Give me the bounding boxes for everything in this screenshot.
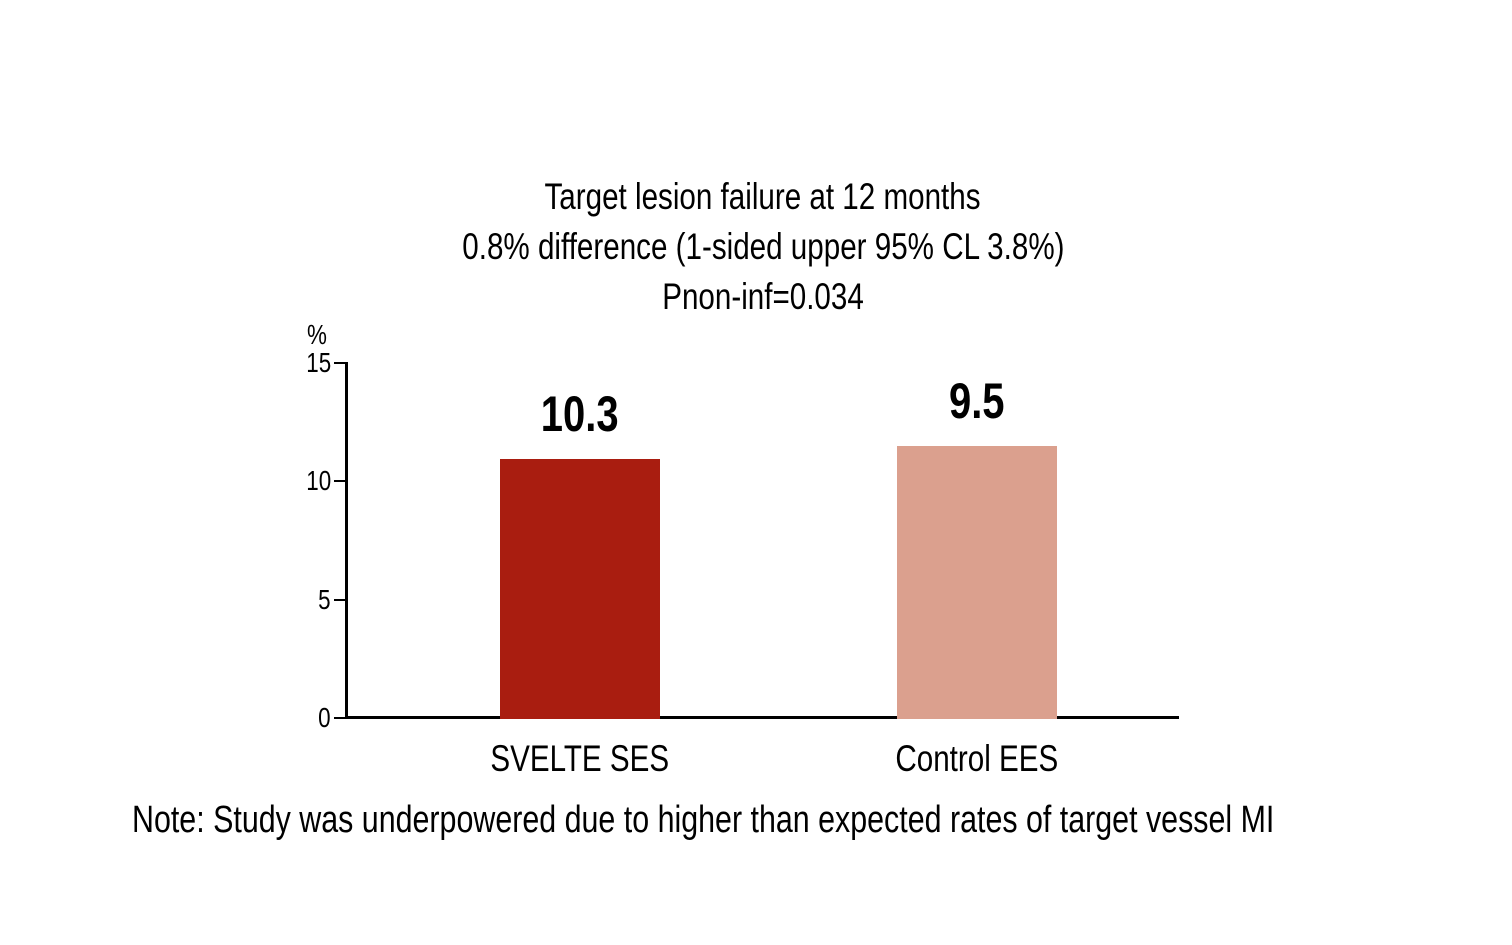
- y-tick-mark-0: [334, 717, 348, 719]
- chart-title-line-3: Pnon-inf=0.034: [348, 272, 1178, 322]
- y-tick-label-text-5: 5: [318, 583, 331, 615]
- bar-svelte-ses: [500, 458, 660, 719]
- x-category-label-svelte-ses: SVELTE SES: [430, 738, 730, 780]
- chart-title-line-2-text: 0.8% difference (1-sided upper 95% CL 3.…: [461, 226, 1065, 267]
- y-tick-label-10: 10: [271, 465, 331, 497]
- x-category-text-control-ees: Control EES: [895, 738, 1059, 779]
- y-tick-label-text-15: 15: [306, 347, 331, 378]
- chart-title-line-1: Target lesion failure at 12 months: [348, 172, 1178, 222]
- x-axis-line: [345, 716, 1179, 719]
- chart-title-line-2: 0.8% difference (1-sided upper 95% CL 3.…: [348, 222, 1178, 272]
- y-tick-label-text-0: 0: [318, 702, 331, 733]
- chart-title-line-1-text: Target lesion failure at 12 months: [544, 176, 982, 217]
- footnote-text: Note: Study was underpowered due to high…: [132, 799, 1275, 841]
- bar-control-ees: [897, 445, 1057, 719]
- y-tick-mark-10: [334, 480, 348, 483]
- y-tick-label-5: 5: [271, 584, 331, 616]
- x-category-text-svelte-ses: SVELTE SES: [490, 738, 670, 779]
- bar-value-text-svelte-ses: 10.3: [541, 385, 619, 442]
- y-tick-label-text-10: 10: [306, 465, 331, 497]
- y-tick-label-0: 0: [271, 702, 331, 734]
- y-axis-unit-label: %: [267, 320, 327, 350]
- y-tick-mark-15: [334, 362, 348, 364]
- y-tick-label-15: 15: [271, 347, 331, 379]
- bar-value-text-control-ees: 9.5: [949, 372, 1005, 429]
- footnote: Note: Study was underpowered due to high…: [132, 798, 1512, 842]
- chart-title-line-3-text: Pnon-inf=0.034: [662, 276, 864, 317]
- chart-title: Target lesion failure at 12 months 0.8% …: [348, 172, 1178, 322]
- y-axis-unit-text: %: [307, 319, 327, 350]
- y-axis-line: [345, 363, 348, 719]
- x-category-label-control-ees: Control EES: [827, 738, 1127, 780]
- bar-value-label-control-ees: 9.5: [877, 376, 1077, 426]
- y-tick-mark-5: [334, 598, 348, 601]
- bar-value-label-svelte-ses: 10.3: [480, 389, 680, 439]
